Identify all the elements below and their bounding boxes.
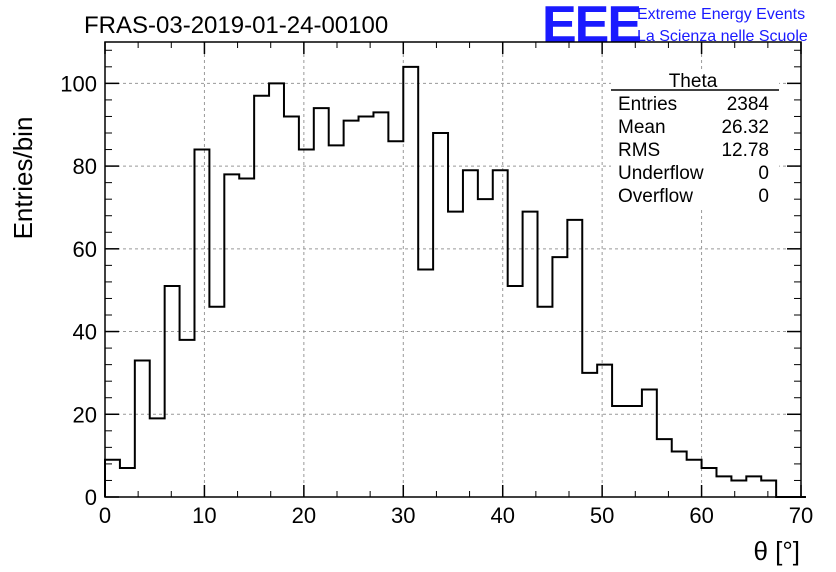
- histogram-bin: [657, 439, 672, 497]
- histogram-bin: [105, 460, 120, 497]
- stats-row-value: 12.78: [721, 140, 769, 161]
- x-tick-label: 70: [789, 503, 813, 528]
- histogram-bin: [523, 212, 538, 497]
- y-tick-label: 60: [73, 237, 97, 262]
- histogram-bin: [433, 133, 448, 497]
- histogram-bin: [642, 389, 657, 497]
- y-tick-label: 0: [85, 485, 97, 510]
- histogram-bin: [746, 476, 761, 497]
- histogram-bin: [209, 307, 224, 497]
- stats-row-value: 26.32: [721, 117, 769, 138]
- x-tick-label: 20: [292, 503, 316, 528]
- histogram-bin: [269, 83, 284, 497]
- x-axis-label: θ [°]: [753, 536, 800, 566]
- histogram-bin: [582, 373, 597, 497]
- y-tick-label: 100: [60, 71, 97, 96]
- eee-logo: EEE Extreme Energy Events La Scienza nel…: [542, 0, 808, 54]
- histogram-bin: [702, 468, 717, 497]
- grid: [105, 42, 801, 497]
- plot-frame: [104, 41, 802, 498]
- histogram-bin: [388, 141, 403, 497]
- histogram-bin: [329, 145, 344, 497]
- histogram-bin: [731, 480, 746, 497]
- histogram-bin: [552, 257, 567, 497]
- stats-box-bg: [611, 70, 779, 210]
- histogram-bin: [373, 112, 388, 497]
- histogram-bin: [224, 174, 239, 497]
- histogram-bin: [150, 418, 165, 497]
- stats-title: Theta: [669, 71, 718, 92]
- histogram-bin: [135, 361, 150, 498]
- histogram-bin: [597, 365, 612, 497]
- histogram-bin: [448, 212, 463, 497]
- y-tick-label: 80: [73, 154, 97, 179]
- histogram-bin: [239, 179, 254, 498]
- histogram-bin: [761, 480, 776, 497]
- logo-mark: EEE: [542, 0, 640, 54]
- stats-row-label: Entries: [618, 94, 677, 115]
- stats-row-label: RMS: [618, 140, 660, 161]
- histogram-bin: [194, 150, 209, 497]
- stats-rows: Entries 2384 Mean 26.32 RMS 12.78 Underflow 0 Ov…: [618, 94, 769, 207]
- stats-row-value: 0: [758, 163, 769, 184]
- histogram-bin: [120, 468, 135, 497]
- histogram-bin: [538, 307, 553, 497]
- x-tick-label: 0: [99, 503, 111, 528]
- stats-box: Theta Entries 2384 Mean 26.32 RMS 12.78 Underf…: [611, 70, 779, 210]
- histogram-bin: [687, 460, 702, 497]
- stats-row-value: 0: [758, 186, 769, 207]
- histogram-bin: [403, 67, 418, 497]
- axis-ticks: [104, 42, 802, 498]
- histogram-bin: [716, 476, 731, 497]
- histogram-bin: [344, 121, 359, 497]
- histogram-bin: [672, 452, 687, 498]
- histogram-bin: [314, 108, 329, 497]
- histogram-bin: [284, 116, 299, 497]
- stats-row-label: Overflow: [618, 186, 693, 207]
- histogram-bin: [567, 220, 582, 497]
- x-tick-label: 30: [391, 503, 415, 528]
- chart-title: FRAS-03-2019-01-24-00100: [84, 12, 388, 39]
- histogram-bin: [627, 406, 642, 497]
- histogram-bin: [612, 406, 627, 497]
- stats-row-label: Mean: [618, 117, 666, 138]
- histogram-bin: [493, 170, 508, 497]
- histogram-bin: [508, 286, 523, 497]
- logo-line2: La Scienza nelle Scuole: [637, 28, 808, 45]
- histogram-bin: [478, 199, 493, 497]
- histogram-bin: [299, 150, 314, 497]
- histogram-bin: [418, 270, 433, 498]
- histogram-bin: [180, 340, 195, 497]
- stats-row-label: Underflow: [618, 163, 704, 184]
- x-tick-label: 40: [490, 503, 514, 528]
- histogram-bin: [463, 170, 478, 497]
- histogram-line: [104, 65, 806, 498]
- x-tick-label: 60: [689, 503, 713, 528]
- x-tick-label: 10: [192, 503, 216, 528]
- y-tick-label: 40: [73, 320, 97, 345]
- histogram-bin: [165, 286, 180, 497]
- histogram-bin: [359, 116, 374, 497]
- y-axis-label: Entries/bin: [8, 117, 38, 240]
- x-tick-label: 50: [590, 503, 614, 528]
- stats-row-value: 2384: [727, 94, 770, 115]
- tick-labels: 0 10 20 30 40 50 60 70 0 20 40 60 80 100: [60, 71, 813, 528]
- y-tick-label: 20: [73, 402, 97, 427]
- histogram-bin: [254, 96, 269, 497]
- logo-line1: Extreme Energy Events: [637, 6, 805, 23]
